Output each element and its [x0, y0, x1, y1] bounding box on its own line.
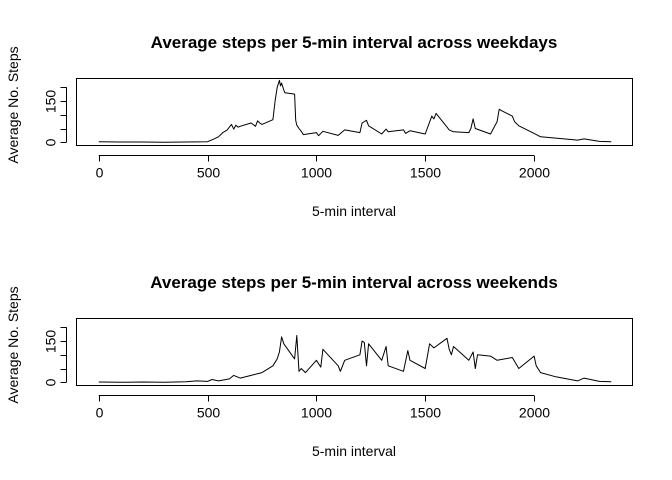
weekend-y-tick-label: 0: [43, 378, 59, 386]
weekend-panel: Average steps per 5-min interval across …: [5, 273, 633, 459]
weekday-y-axis-label: Average No. Steps: [5, 46, 21, 163]
weekend-x-tick-label: 500: [197, 405, 221, 421]
weekend-y-axis-label: Average No. Steps: [5, 286, 21, 403]
weekday-x-tick-label: 0: [96, 165, 104, 181]
weekday-y-axis: 0 150: [43, 87, 67, 146]
weekend-x-axis: 0 500 1000 1500 2000: [96, 395, 550, 421]
weekday-x-axis-label: 5-min interval: [312, 203, 396, 219]
weekend-x-tick-label: 1000: [301, 405, 332, 421]
weekday-y-tick-label: 0: [43, 138, 59, 146]
weekend-x-tick-label: 0: [96, 405, 104, 421]
weekday-steps-line: [98, 79, 612, 143]
weekday-x-tick-label: 500: [197, 165, 221, 181]
weekend-plot-frame: [76, 318, 633, 386]
weekend-steps-line: [98, 335, 612, 383]
weekend-x-axis-label: 5-min interval: [312, 443, 396, 459]
weekend-x-tick-label: 2000: [519, 405, 550, 421]
weekday-y-tick-label: 150: [43, 90, 59, 114]
weekday-x-tick-label: 2000: [519, 165, 550, 181]
weekday-x-tick-label: 1500: [410, 165, 441, 181]
weekend-chart-title: Average steps per 5-min interval across …: [150, 273, 558, 292]
weekday-chart-title: Average steps per 5-min interval across …: [151, 33, 558, 52]
weekend-y-tick-label: 150: [43, 330, 59, 354]
weekday-plot-frame: [76, 78, 633, 146]
weekday-x-axis: 0 500 1000 1500 2000: [96, 155, 550, 181]
weekend-x-tick-label: 1500: [410, 405, 441, 421]
weekend-y-axis: 0 150: [43, 327, 67, 386]
weekday-panel: Average steps per 5-min interval across …: [5, 33, 633, 219]
weekday-x-tick-label: 1000: [301, 165, 332, 181]
